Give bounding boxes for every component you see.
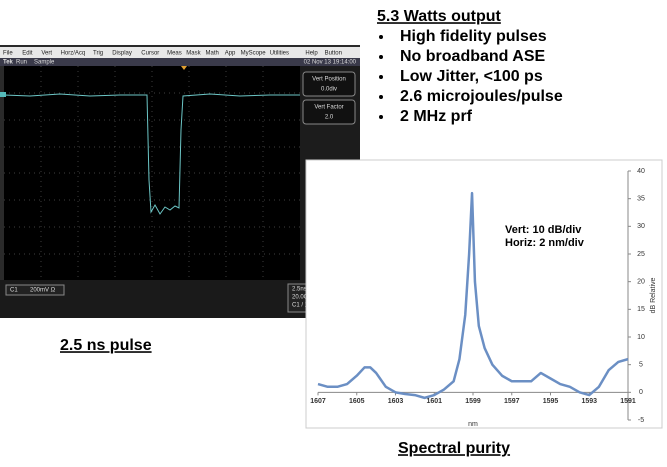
menu-item: Utilities	[270, 51, 289, 57]
y-tick-label: 10	[637, 334, 645, 341]
x-tick-label: 1591	[620, 398, 636, 405]
y-axis-label: dB Relative	[650, 277, 657, 313]
y-tick-label: 5	[639, 362, 643, 369]
y-tick-label: 25	[637, 251, 645, 258]
chart: -5 0 5 10 15 20 25 30 35 40 1607 1605 1603 1601 1599 15…	[310, 168, 657, 428]
channel-marker	[0, 92, 6, 97]
menu-item: App	[225, 51, 236, 57]
scope-status	[0, 58, 360, 66]
scope-grid	[4, 66, 300, 280]
x-tick-label: 1607	[310, 398, 326, 405]
bullet-dot	[379, 95, 383, 99]
caption: Spectral purity	[398, 440, 510, 457]
bullet-dot	[379, 35, 383, 39]
menu-item: File	[3, 51, 13, 57]
y-tick-label: 0	[639, 389, 643, 396]
bullet-dot	[379, 55, 383, 59]
scope-screen	[4, 66, 300, 280]
annotation: Horiz: 2 nm/div	[505, 237, 585, 249]
menu-item: Horz/Acq	[61, 51, 86, 57]
menu-item: Math	[206, 51, 219, 57]
menu: File Edit Vert Horz/Acq Trig Display Cursor Mea…	[3, 51, 342, 57]
label: Vert Position	[312, 77, 346, 83]
channel-box	[5, 284, 65, 296]
y-tick-label: 30	[637, 223, 645, 230]
menu-item: Vert	[41, 51, 52, 57]
chart-frame	[305, 159, 663, 429]
x-axis-label: nm	[468, 421, 478, 428]
menu-item: Edit	[22, 51, 33, 57]
bullet: High fidelity pulses	[400, 28, 547, 45]
bullet-dot	[379, 75, 383, 79]
bullets: High fidelity pulses No broadband ASE Low …	[379, 28, 563, 125]
menu-item: Cursor	[141, 51, 159, 57]
value: 2.0	[325, 115, 334, 121]
waveform	[3, 93, 300, 215]
vert-position-box	[302, 71, 356, 97]
y-tick-label: 20	[637, 279, 645, 286]
x-tick-label: 1597	[504, 398, 520, 405]
channel-scale: 200mV Ω	[30, 288, 56, 294]
caption: 2.5 ns pulse	[60, 337, 152, 354]
menu-item: Mask	[186, 51, 201, 57]
menu-item: Meas	[167, 51, 182, 57]
menu-item: Help	[305, 51, 318, 57]
scope-menu	[0, 47, 360, 58]
menu-item: Trig	[93, 51, 103, 57]
y-tick-label: 15	[637, 306, 645, 313]
menu-item: Display	[112, 51, 132, 57]
y-tick-label: -5	[638, 417, 644, 424]
value: 0.0div	[321, 87, 337, 93]
label: Vert Factor	[314, 105, 343, 111]
timestamp: 02 Nov 13 19:14:00	[304, 60, 357, 66]
x-tick-label: 1603	[388, 398, 404, 405]
bullet-dot	[379, 115, 383, 119]
y-tick-label: 35	[637, 196, 645, 203]
spectrum-line	[317, 191, 629, 400]
y-tick-label: 40	[637, 168, 645, 175]
x-tick-label: 1593	[581, 398, 597, 405]
menu-item: MyScope	[241, 51, 267, 57]
bullet: 2 MHz prf	[400, 108, 473, 125]
trigger-marker	[181, 66, 187, 70]
x-tick-label: 1601	[426, 398, 442, 405]
status: Tek	[3, 60, 14, 66]
menu-item: Button	[325, 51, 342, 57]
x-tick-label: 1605	[349, 398, 365, 405]
vert-factor-box	[302, 99, 356, 125]
bullet: No broadband ASE	[400, 48, 546, 65]
bullet: Low Jitter, <100 ps	[400, 68, 543, 85]
x-tick-label: 1599	[465, 398, 481, 405]
annotation: Vert: 10 dB/div	[505, 224, 582, 236]
channel: C1	[10, 288, 18, 294]
status: Run	[16, 60, 27, 66]
title: 5.3 Watts output	[377, 8, 502, 25]
status: Sample	[34, 60, 55, 66]
bullet: 2.6 microjoules/pulse	[400, 88, 563, 105]
x-tick-label: 1595	[543, 398, 559, 405]
